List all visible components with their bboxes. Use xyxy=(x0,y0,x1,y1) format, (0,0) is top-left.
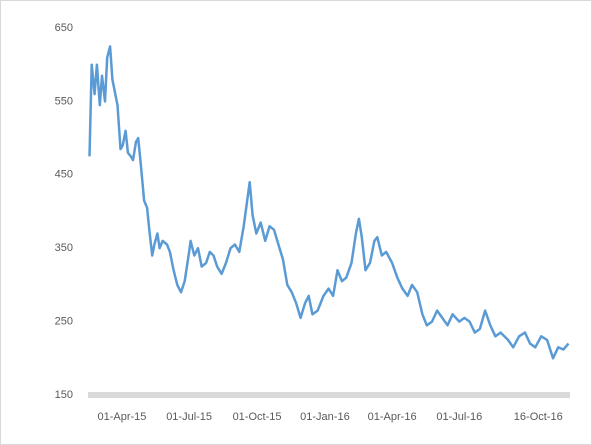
y-tick-label: 250 xyxy=(55,316,73,328)
x-tick-label: 01-Jul-15 xyxy=(166,411,212,423)
y-tick-label: 550 xyxy=(55,95,73,107)
y-tick-label: 150 xyxy=(55,389,73,401)
line xyxy=(88,45,570,360)
x-tick-label: 01-Apr-15 xyxy=(97,411,146,423)
y-tick-label: 350 xyxy=(55,242,73,254)
y-tick-label: 650 xyxy=(55,22,73,34)
x-tick-label: 01-Jul-16 xyxy=(436,411,482,423)
x-tick-label: 01-Apr-16 xyxy=(368,411,417,423)
x-tick-label: 16-Oct-16 xyxy=(514,411,563,423)
x-tick-label: 01-Jan-16 xyxy=(300,411,350,423)
y-tick-label: 450 xyxy=(55,169,73,181)
x-tick-label: 01-Oct-15 xyxy=(233,411,282,423)
